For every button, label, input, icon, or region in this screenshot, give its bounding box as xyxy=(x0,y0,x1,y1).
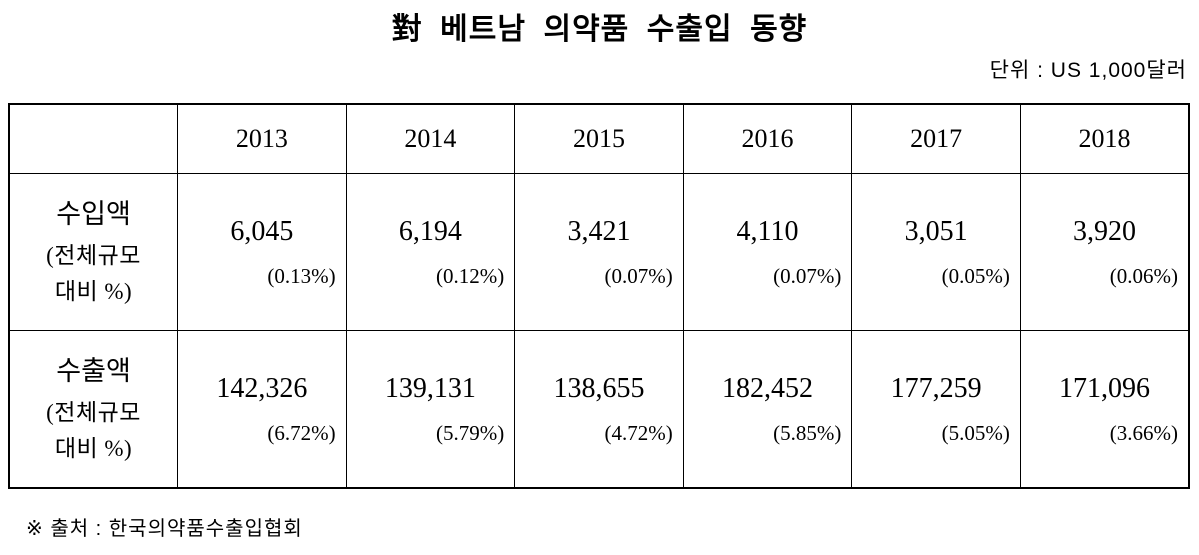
value-percent: (0.13%) xyxy=(267,263,336,288)
value-amount: 138,655 xyxy=(553,372,645,404)
value-percent: (0.07%) xyxy=(773,263,842,288)
table-header: 2013 2014 2015 2016 2017 2018 xyxy=(8,103,1190,174)
value-percent: (0.07%) xyxy=(604,263,673,288)
value-percent: (5.85%) xyxy=(773,420,842,445)
value-percent: (3.66%) xyxy=(1109,420,1178,445)
value-percent: (6.72%) xyxy=(267,420,336,445)
value-amount: 3,920 xyxy=(1072,215,1136,247)
year-header-2013: 2013 xyxy=(177,103,347,174)
value-amount: 142,326 xyxy=(216,372,308,404)
row-label-sub: 대비 %) xyxy=(54,278,133,304)
value-cell: 177,259 (5.05%) xyxy=(851,330,1021,489)
corner-cell xyxy=(8,103,179,174)
value-percent: (5.05%) xyxy=(941,420,1010,445)
value-percent: (0.06%) xyxy=(1109,263,1178,288)
value-percent: (0.12%) xyxy=(435,263,505,288)
value-amount: 139,131 xyxy=(384,372,476,404)
unit-label: 단위 : US 1,000달러 xyxy=(989,59,1187,82)
value-cell: 142,326 (6.72%) xyxy=(177,330,347,489)
value-amount: 6,194 xyxy=(398,215,462,247)
row-label-imports: 수입액 (전체규모 대비 %) xyxy=(8,173,179,331)
table-row-exports: 수출액 (전체규모 대비 %) 142,326 (6.72%) 139,131 … xyxy=(8,330,1190,489)
row-label-main: 수출액 xyxy=(56,356,131,387)
trade-table: 2013 2014 2015 2016 2017 2018 수입액 (전체규모 … xyxy=(8,103,1190,489)
row-label-exports: 수출액 (전체규모 대비 %) xyxy=(8,330,179,489)
year-header-2015: 2015 xyxy=(514,103,684,174)
value-amount: 3,421 xyxy=(567,215,631,247)
value-cell: 6,045 (0.13%) xyxy=(177,173,347,331)
row-label-sub: (전체규모 xyxy=(46,400,141,426)
row-label-main: 수입액 xyxy=(56,199,131,230)
value-percent: (5.79%) xyxy=(435,420,505,445)
year-header-2018: 2018 xyxy=(1019,103,1190,174)
value-cell: 171,096 (3.66%) xyxy=(1019,330,1190,489)
row-label-sub: (전체규모 xyxy=(46,243,141,269)
year-header-2014: 2014 xyxy=(345,103,516,174)
value-cell: 138,655 (4.72%) xyxy=(514,330,684,489)
value-amount: 6,045 xyxy=(230,215,294,247)
source-note: ※ 출처 : 한국의약품수출입협회 xyxy=(26,518,303,540)
table-row-imports: 수입액 (전체규모 대비 %) 6,045 (0.13%) 6,194 (0.1… xyxy=(8,173,1190,331)
value-amount: 182,452 xyxy=(722,372,814,404)
value-cell: 182,452 (5.85%) xyxy=(682,330,853,489)
value-cell: 3,920 (0.06%) xyxy=(1019,173,1190,331)
value-percent: (0.05%) xyxy=(941,263,1010,288)
value-cell: 6,194 (0.12%) xyxy=(345,173,516,331)
page-title: 對 베트남 의약품 수출입 동향 xyxy=(391,13,808,46)
value-cell: 3,051 (0.05%) xyxy=(851,173,1021,331)
value-amount: 4,110 xyxy=(736,215,799,247)
value-amount: 171,096 xyxy=(1058,372,1150,404)
header-row: 2013 2014 2015 2016 2017 2018 xyxy=(8,103,1190,174)
value-amount: 177,259 xyxy=(890,372,982,404)
year-header-2017: 2017 xyxy=(851,103,1021,174)
value-cell: 4,110 (0.07%) xyxy=(682,173,853,331)
row-label-sub: 대비 %) xyxy=(54,435,133,461)
value-cell: 139,131 (5.79%) xyxy=(345,330,516,489)
value-percent: (4.72%) xyxy=(604,420,673,445)
value-amount: 3,051 xyxy=(904,215,968,247)
year-header-2016: 2016 xyxy=(682,103,853,174)
value-cell: 3,421 (0.07%) xyxy=(514,173,684,331)
